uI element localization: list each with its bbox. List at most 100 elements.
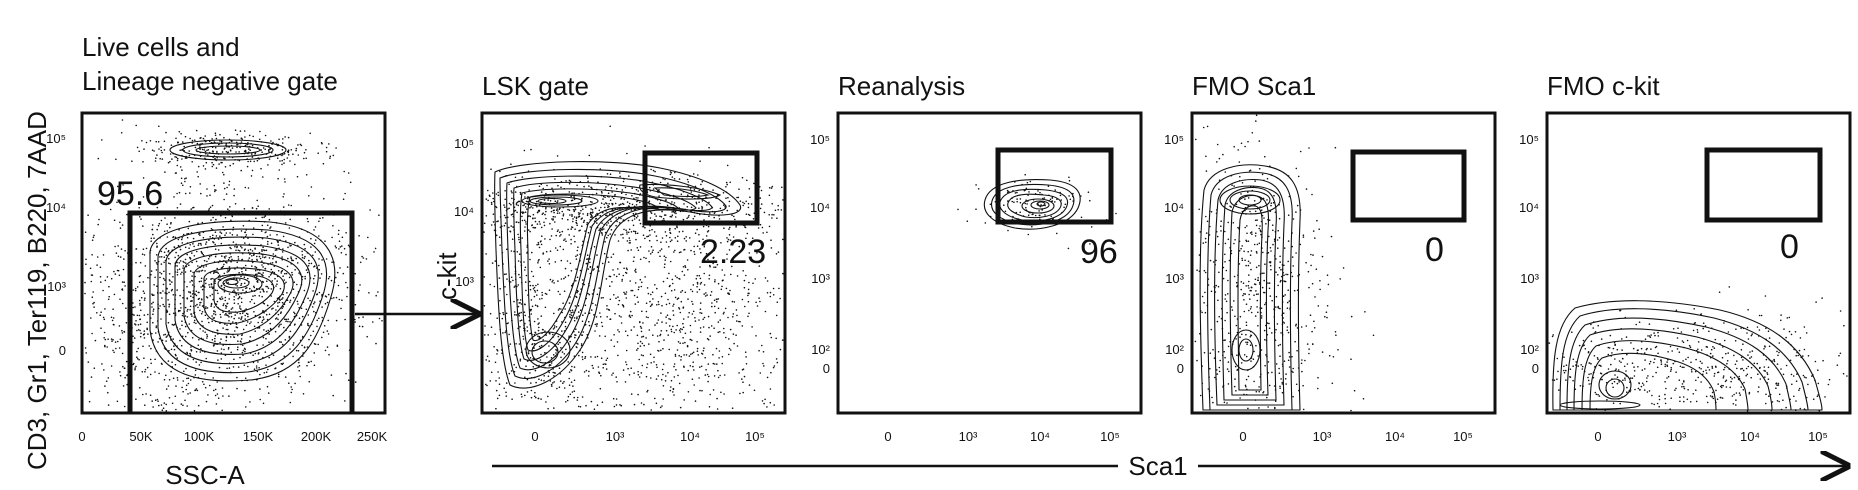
event-dot [485,253,487,255]
event-dot [1240,142,1243,145]
event-dot [555,234,557,237]
event-dot [580,218,583,220]
event-dot [354,321,357,323]
event-dot [575,328,577,331]
event-dot [568,182,571,185]
event-dot [228,367,231,369]
event-dot [1308,352,1310,355]
event-dot [1224,230,1226,233]
event-dot [1287,214,1290,216]
event-dot [533,395,536,398]
event-dot [1227,279,1229,282]
event-dot [1206,220,1209,223]
event-dot [186,377,188,380]
event-dot [132,335,134,338]
event-dot [253,325,256,328]
event-dot [616,220,618,223]
event-dot [256,281,259,283]
event-dot [570,238,572,241]
event-dot [304,277,307,280]
event-dot [686,217,688,220]
event-dot [256,370,259,373]
event-dot [635,238,637,241]
event-dot [1277,284,1279,287]
event-dot [169,226,171,229]
event-dot [297,303,299,305]
event-dot [1253,283,1256,285]
event-dot [220,242,223,245]
event-dot [274,249,277,251]
event-dot [536,294,538,296]
event-dot [543,221,545,224]
event-dot [1037,190,1039,192]
event-dot [544,306,547,309]
event-dot [550,235,553,237]
event-dot [197,306,199,309]
event-dot [306,364,308,367]
event-dot [524,303,526,306]
event-dot [266,235,269,238]
event-dot [199,148,201,150]
event-dot [499,170,501,173]
event-dot [339,246,342,248]
event-dot [247,315,249,318]
event-dot [206,307,209,309]
event-dot [219,231,221,233]
event-dot [336,271,339,274]
event-dot [640,327,643,329]
event-dot [558,307,561,310]
event-dot [725,336,727,339]
event-dot [229,164,231,167]
event-dot [551,281,553,283]
event-dot [240,301,243,304]
event-dot [181,320,183,323]
event-dot [620,192,623,194]
event-dot [137,324,140,326]
event-dot [179,260,182,262]
event-dot [626,152,628,155]
event-dot [1234,315,1236,318]
event-dot [177,254,180,257]
event-dot [547,199,549,201]
event-dot [226,367,228,370]
event-dot [579,309,582,312]
event-dot [1258,390,1260,393]
event-dot [625,272,628,274]
event-dot [733,215,735,218]
event-dot [642,234,645,236]
event-dot [186,405,188,407]
event-dot [541,294,544,296]
event-dot [1679,365,1682,368]
event-dot [308,195,310,197]
event-dot [196,171,198,173]
event-dot [159,201,162,203]
event-dot [176,157,179,160]
event-dot [524,206,527,208]
event-dot [201,320,203,323]
event-dot [152,313,154,316]
event-dot [291,271,293,274]
event-dot [200,244,202,246]
event-dot [683,354,685,356]
event-dot [136,286,139,288]
event-dot [677,297,680,300]
event-dot [166,223,168,225]
event-dot [506,293,508,296]
event-dot [699,331,702,333]
event-dot [1255,224,1258,227]
event-dot [594,304,597,306]
event-dot [667,334,669,336]
event-dot [1216,320,1219,323]
event-dot [616,381,618,383]
event-dot [271,280,274,282]
event-dot [308,262,311,265]
event-dot [659,255,661,258]
event-dot [571,391,574,393]
event-dot [678,307,680,309]
event-dot [278,324,281,326]
event-dot [530,148,532,151]
event-dot [236,387,238,390]
event-dot [209,206,212,208]
event-dot [1016,191,1018,194]
event-dot [244,389,246,392]
